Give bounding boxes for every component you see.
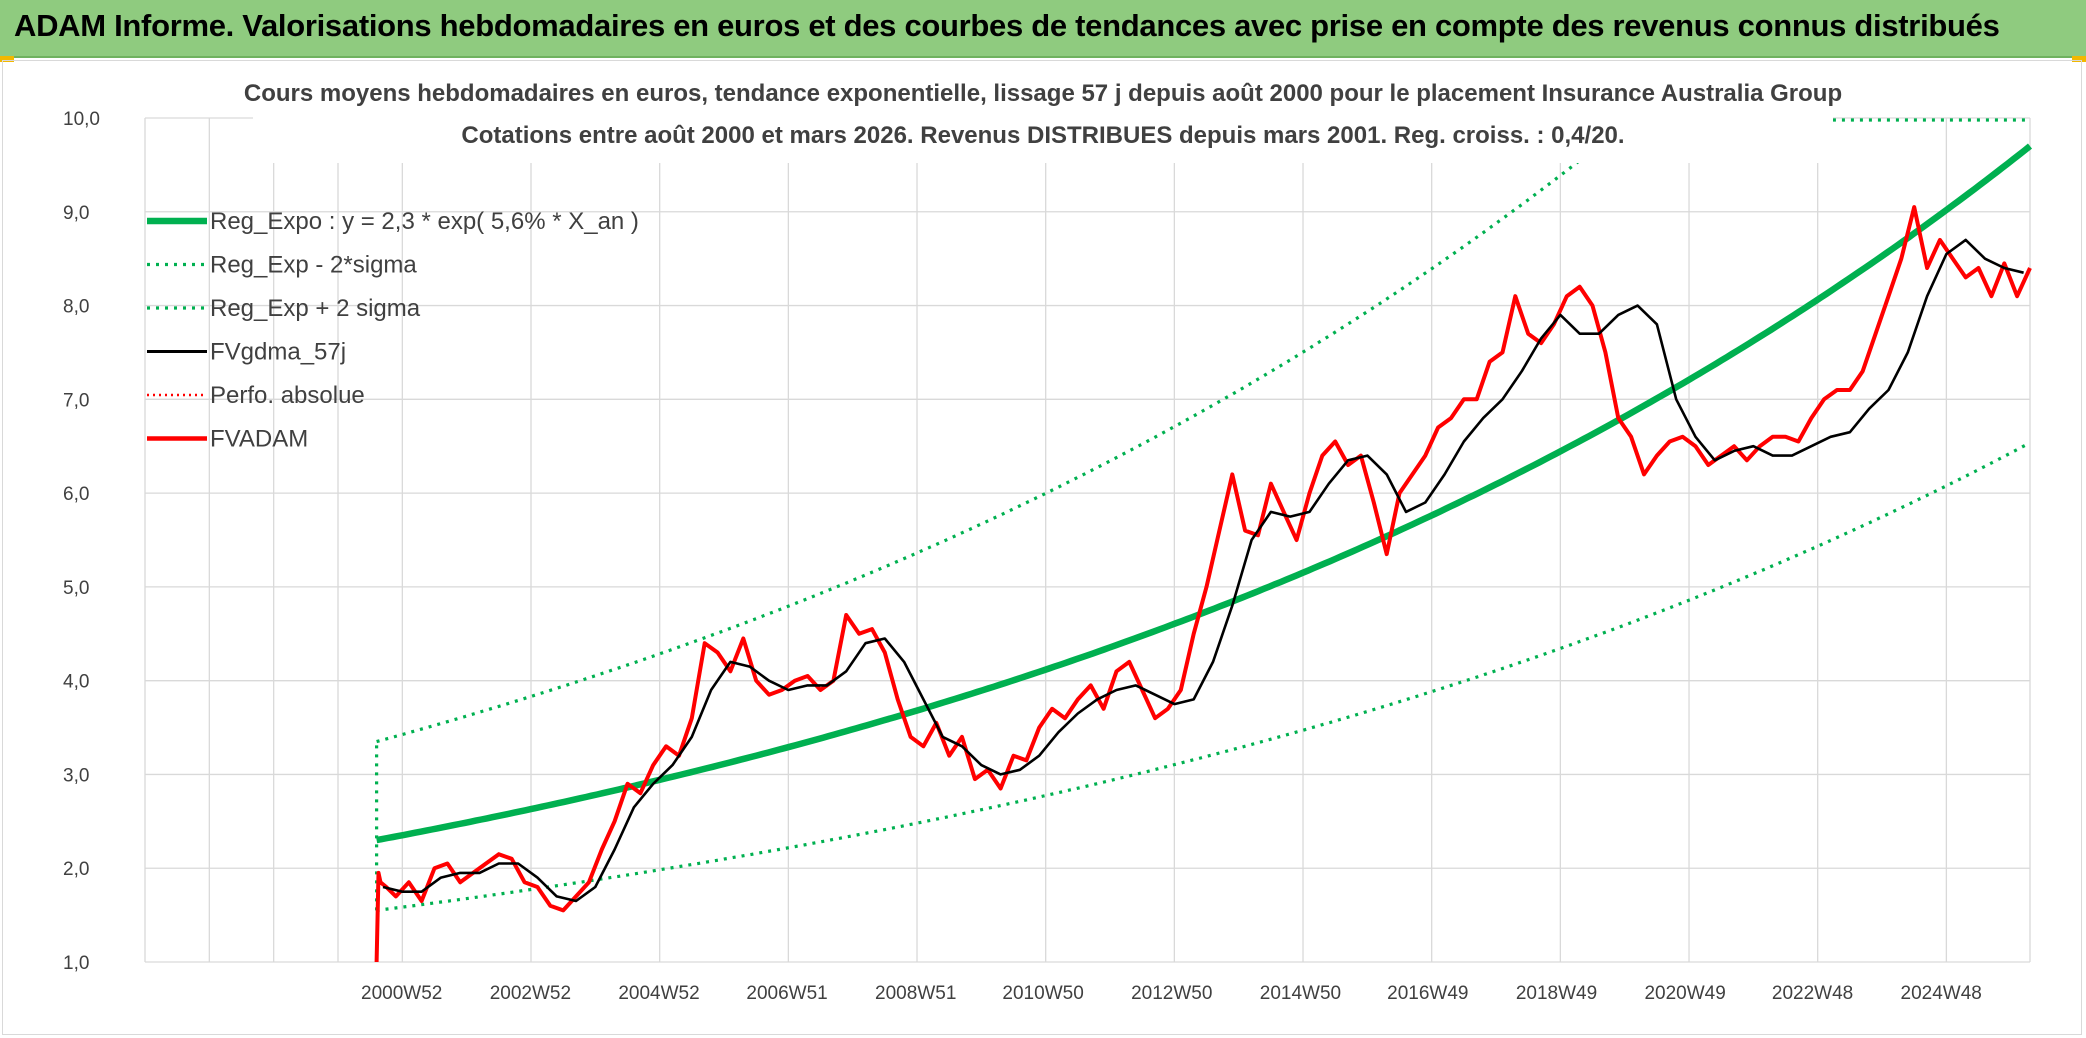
chart-area: 1,0 2,0 3,0 4,0 5,0 6,0 7,0 8,0 9,0 10,0 2000W52 20… <box>2 60 2082 1035</box>
x-tick-label: 2022W48 <box>1772 983 1853 1004</box>
corner-mark-right <box>2072 56 2086 62</box>
x-tick-label: 2006W51 <box>746 983 827 1004</box>
x-tick-label: 2008W51 <box>875 983 956 1004</box>
chart-title-line2: Cotations entre août 2000 et mars 2026. … <box>461 122 1624 149</box>
x-tick-label: 2010W50 <box>1002 983 1083 1004</box>
legend-label: FVADAM <box>210 426 308 453</box>
x-tick-label: 2024W48 <box>1901 983 1982 1004</box>
legend-label: Reg_Exp - 2*sigma <box>210 252 417 279</box>
chart-title-line1: Cours moyens hebdomadaires en euros, ten… <box>244 80 1842 107</box>
y-tick-label: 8,0 <box>63 297 89 318</box>
series-regression <box>376 143 2033 844</box>
y-tick-label: 6,0 <box>63 484 89 505</box>
y-tick-label: 9,0 <box>63 203 89 224</box>
report-title: ADAM Informe. Valorisations hebdomadaire… <box>14 8 2000 43</box>
legend-label: Perfo. absolue <box>210 382 365 409</box>
chart-svg: 1,0 2,0 3,0 4,0 5,0 6,0 7,0 8,0 9,0 10,0 2000W52 20… <box>63 63 2033 1004</box>
x-tick-label: 2004W52 <box>618 983 699 1004</box>
x-tick-label: 2014W50 <box>1260 983 1341 1004</box>
corner-mark-left <box>0 56 14 62</box>
x-tick-label: 2016W49 <box>1387 983 1468 1004</box>
series-fvadam <box>374 205 2032 963</box>
x-tick-label: 2012W50 <box>1131 983 1212 1004</box>
y-tick-label: 1,0 <box>63 953 89 974</box>
x-tick-label: 2018W49 <box>1516 983 1597 1004</box>
series-lower-band <box>376 441 2031 912</box>
y-tick-label: 4,0 <box>63 672 89 693</box>
x-tick-label: 2000W52 <box>361 983 442 1004</box>
y-tick-label: 10,0 <box>63 109 100 130</box>
y-tick-label: 2,0 <box>63 859 89 880</box>
report-banner: ADAM Informe. Valorisations hebdomadaire… <box>0 0 2086 58</box>
x-tick-label: 2002W52 <box>490 983 571 1004</box>
series-fvgdma <box>382 238 2024 903</box>
legend-label: Reg_Exp + 2 sigma <box>210 295 421 322</box>
series-upper-band <box>376 116 1635 744</box>
legend-label: Reg_Expo : y = 2,3 * exp( 5,6% * X_an ) <box>210 208 639 235</box>
legend-label: FVgdma_57j <box>210 339 346 366</box>
x-tick-label: 2020W49 <box>1644 983 1725 1004</box>
y-tick-label: 3,0 <box>63 765 89 786</box>
y-tick-label: 5,0 <box>63 578 89 599</box>
y-tick-label: 7,0 <box>63 390 89 411</box>
title-background <box>253 63 1833 163</box>
